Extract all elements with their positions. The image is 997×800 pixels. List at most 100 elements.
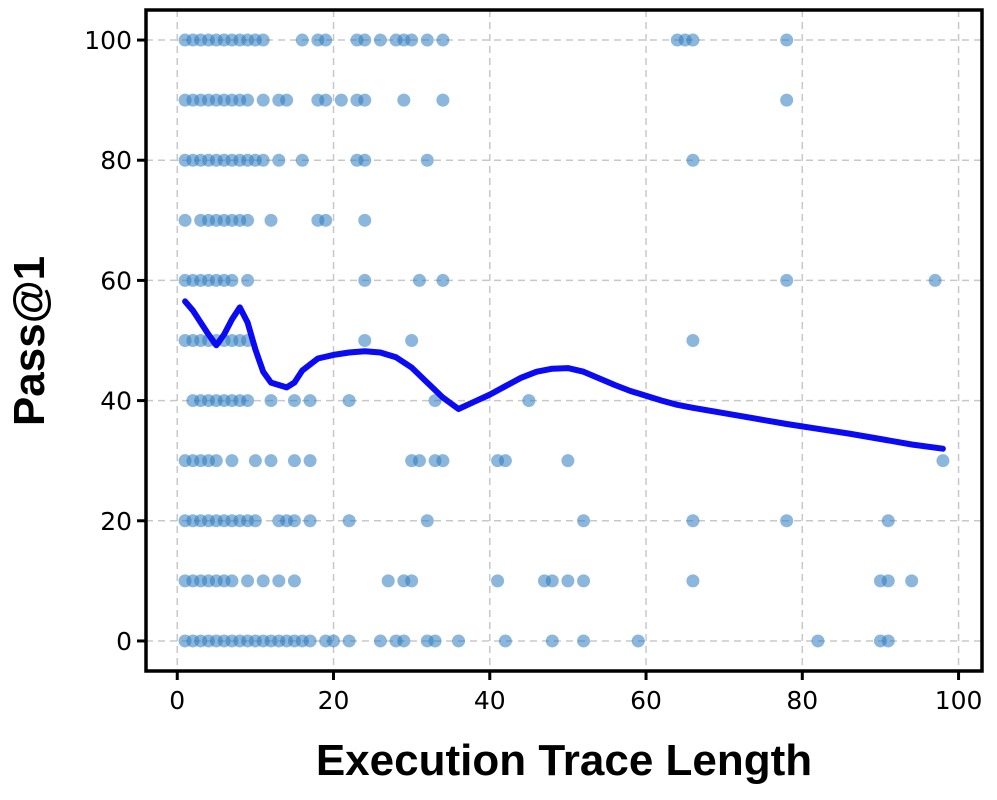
data-point bbox=[303, 454, 317, 468]
x-tick-label: 0 bbox=[169, 686, 185, 715]
data-point bbox=[577, 634, 591, 648]
data-point bbox=[780, 93, 794, 107]
data-point bbox=[686, 574, 700, 588]
data-point bbox=[780, 514, 794, 528]
data-point bbox=[928, 273, 942, 287]
x-tick-label: 40 bbox=[474, 686, 506, 715]
data-point bbox=[381, 574, 395, 588]
data-point bbox=[280, 93, 294, 107]
data-point bbox=[248, 514, 262, 528]
data-point bbox=[412, 273, 426, 287]
data-point bbox=[686, 514, 700, 528]
y-tick-label: 80 bbox=[100, 146, 132, 175]
data-point bbox=[327, 634, 341, 648]
data-point bbox=[287, 514, 301, 528]
data-point bbox=[256, 153, 270, 167]
y-tick-label: 40 bbox=[100, 387, 132, 416]
data-point bbox=[241, 394, 255, 408]
trend-line bbox=[182, 298, 946, 452]
data-point bbox=[420, 153, 434, 167]
data-point bbox=[225, 454, 239, 468]
data-point bbox=[295, 33, 309, 47]
data-point bbox=[342, 394, 356, 408]
data-point bbox=[545, 574, 559, 588]
data-point bbox=[452, 634, 466, 648]
data-point bbox=[225, 574, 239, 588]
data-point bbox=[436, 454, 450, 468]
data-point bbox=[545, 634, 559, 648]
data-point bbox=[936, 454, 950, 468]
data-point bbox=[342, 514, 356, 528]
trend-layer bbox=[182, 298, 946, 452]
data-point bbox=[780, 273, 794, 287]
x-tick-label: 60 bbox=[630, 686, 662, 715]
data-point bbox=[358, 93, 372, 107]
data-point bbox=[295, 153, 309, 167]
data-point bbox=[686, 153, 700, 167]
data-point bbox=[287, 394, 301, 408]
data-point bbox=[287, 454, 301, 468]
data-point bbox=[256, 93, 270, 107]
data-point bbox=[881, 514, 895, 528]
data-point bbox=[686, 33, 700, 47]
data-point bbox=[373, 33, 387, 47]
data-point bbox=[405, 574, 419, 588]
x-tick-label: 20 bbox=[318, 686, 350, 715]
data-point bbox=[397, 634, 411, 648]
data-point bbox=[405, 33, 419, 47]
x-tick-label: 80 bbox=[786, 686, 818, 715]
data-point bbox=[373, 634, 387, 648]
data-point bbox=[264, 454, 278, 468]
data-point bbox=[428, 634, 442, 648]
data-point bbox=[358, 334, 372, 347]
data-point bbox=[334, 93, 348, 107]
points-layer bbox=[178, 33, 950, 648]
data-point bbox=[420, 514, 434, 528]
data-point bbox=[631, 634, 645, 648]
data-point bbox=[319, 33, 333, 47]
data-point bbox=[811, 634, 825, 648]
data-point bbox=[577, 514, 591, 528]
data-point bbox=[319, 93, 333, 107]
data-point bbox=[405, 334, 419, 347]
y-tick-label: 60 bbox=[100, 266, 132, 295]
data-point bbox=[241, 574, 255, 588]
data-point bbox=[209, 454, 223, 468]
data-point bbox=[178, 213, 192, 227]
data-point bbox=[256, 33, 270, 47]
data-point bbox=[780, 33, 794, 47]
data-point bbox=[436, 93, 450, 107]
data-point bbox=[358, 273, 372, 287]
data-point bbox=[881, 634, 895, 648]
data-point bbox=[358, 33, 372, 47]
data-point bbox=[264, 213, 278, 227]
data-point bbox=[303, 634, 317, 648]
data-point bbox=[225, 273, 239, 287]
data-point bbox=[436, 273, 450, 287]
data-point bbox=[420, 33, 434, 47]
data-point bbox=[241, 273, 255, 287]
data-point bbox=[248, 454, 262, 468]
grid-layer bbox=[146, 10, 982, 671]
y-axis-label: Pass@1 bbox=[5, 256, 54, 426]
x-axis-label: Execution Trace Length bbox=[316, 736, 812, 785]
data-point bbox=[498, 454, 512, 468]
y-tick-label: 100 bbox=[84, 26, 132, 55]
data-point bbox=[561, 454, 575, 468]
ticks-layer: 0 20 40 60 80 100 0 20 40 60 80 100 bbox=[84, 26, 982, 715]
plot-frame bbox=[144, 8, 984, 673]
x-tick-label: 100 bbox=[935, 686, 983, 715]
data-point bbox=[241, 213, 255, 227]
data-point bbox=[241, 93, 255, 107]
data-point bbox=[303, 514, 317, 528]
data-point bbox=[491, 574, 505, 588]
data-point bbox=[881, 574, 895, 588]
data-point bbox=[303, 394, 317, 408]
y-tick-label: 0 bbox=[116, 627, 132, 656]
y-tick-label: 20 bbox=[100, 507, 132, 536]
data-point bbox=[264, 394, 278, 408]
data-point bbox=[287, 574, 301, 588]
data-point bbox=[256, 574, 270, 588]
